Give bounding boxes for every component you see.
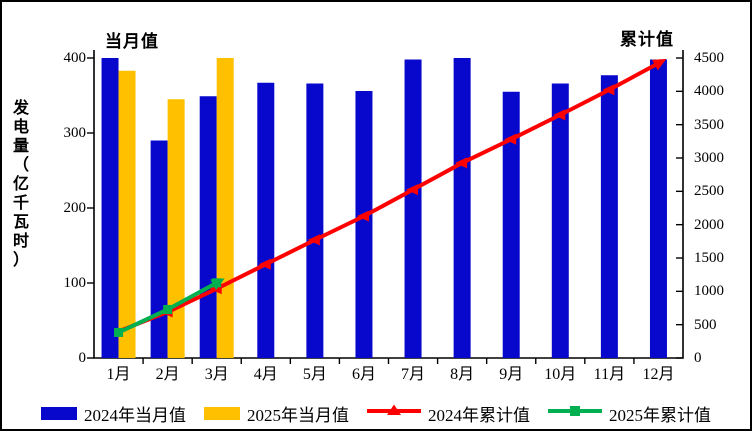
left-axis-tick-label: 300 — [63, 125, 87, 141]
y-axis-title-char: 时 — [12, 233, 29, 250]
bar-2024年当月值 — [649, 59, 667, 358]
bar-2025年当月值 — [216, 58, 234, 358]
right-axis-tick-label: 0 — [694, 350, 702, 366]
left-axis-tick-label: 0 — [78, 350, 87, 366]
bar-2024年当月值 — [257, 82, 275, 358]
left-axis-tick-label: 200 — [63, 200, 87, 216]
legend-line-glyph — [367, 404, 421, 415]
marker-triangle-2024年累计值 — [356, 210, 369, 222]
bar-2024年当月值 — [453, 58, 471, 358]
left-axis-tick-label: 400 — [63, 50, 87, 66]
y-axis-title-char: 千 — [12, 195, 29, 212]
legend-label: 2024年累计值 — [428, 405, 530, 425]
x-axis-label: 9月 — [499, 366, 524, 383]
right-axis-tick-label: 4500 — [694, 50, 724, 66]
legend-label: 2025年累计值 — [609, 405, 711, 425]
right-axis-tick-label: 2000 — [694, 216, 724, 233]
x-axis-label: 2月 — [155, 366, 180, 383]
x-axis-label: 6月 — [351, 366, 376, 383]
y-axis-title-char: 发 — [12, 100, 29, 117]
marker-triangle-2024年累计值 — [258, 258, 271, 270]
right-axis-tick-label: 4000 — [694, 83, 724, 100]
marker-triangle-2024年累计值 — [602, 84, 615, 96]
x-axis-label: 3月 — [204, 366, 229, 383]
marker-triangle-2024年累计值 — [307, 234, 320, 246]
bar-2024年当月值 — [101, 58, 119, 358]
right-axis-tick-label: 3500 — [694, 116, 724, 133]
marker-triangle-2024年累计值 — [406, 184, 419, 196]
legend-item-2025-monthly: 2025年当月值 — [204, 401, 349, 426]
bar-2024年当月值 — [404, 59, 422, 358]
legend-item-2025-cumulative: 2025年累计值 — [548, 401, 711, 426]
y-axis-title-char: 亿 — [12, 176, 29, 193]
line-2024年累计值 — [117, 61, 660, 334]
arrowhead-2025年累计值 — [210, 278, 225, 290]
y-axis-title-char: 量 — [12, 138, 29, 155]
arrowhead-2024年累计值 — [652, 58, 667, 71]
legend: 2024年当月值 2025年当月值 2024年累计值 2025年累计值 — [2, 400, 750, 426]
marker-square-2025年累计值 — [163, 304, 173, 314]
right-axis-corner-title: 累计值 — [620, 30, 674, 49]
x-axis-label: 1月 — [106, 366, 131, 383]
legend-line-2025-cumulative — [548, 403, 602, 424]
y-axis-title-char: ） — [12, 252, 29, 269]
right-axis-tick-label: 1500 — [694, 250, 724, 266]
x-axis-label: 4月 — [253, 366, 278, 383]
legend-line-glyph — [548, 405, 602, 416]
legend-swatch-2025-monthly — [204, 406, 240, 420]
bar-2024年当月值 — [306, 83, 324, 358]
bar-2024年当月值 — [199, 96, 217, 358]
bar-2024年当月值 — [600, 75, 618, 358]
y-axis-title-char: （ — [12, 157, 29, 174]
y-axis-title-char: 电 — [12, 119, 29, 136]
legend-item-2024-monthly: 2024年当月值 — [41, 401, 186, 426]
bar-2025年当月值 — [167, 99, 185, 358]
legend-item-2024-cumulative: 2024年累计值 — [367, 401, 530, 426]
bar-2024年当月值 — [502, 91, 520, 358]
legend-swatch-2024-monthly — [41, 406, 77, 420]
x-axis-label: 8月 — [450, 366, 475, 383]
bar-2024年当月值 — [551, 83, 569, 358]
y-axis-title: 发电量 （ 亿千瓦时 ） — [8, 99, 34, 270]
marker-square-2025年累计值 — [114, 327, 124, 337]
marker-triangle-2024年累计值 — [553, 109, 566, 121]
x-axis-label: 12月 — [642, 366, 675, 383]
bar-2024年当月值 — [150, 140, 168, 358]
x-axis-label: 11月 — [593, 366, 626, 383]
x-axis-label: 7月 — [401, 366, 426, 383]
marker-triangle-2024年累计值 — [455, 157, 468, 169]
left-axis-tick-label: 100 — [63, 275, 87, 291]
x-axis-label: 10月 — [544, 366, 577, 383]
legend-label: 2025年当月值 — [247, 405, 349, 425]
right-axis-tick-label: 1000 — [694, 283, 724, 300]
right-axis-tick-label: 2500 — [694, 183, 724, 200]
right-axis-tick-label: 3000 — [694, 150, 724, 166]
left-axis-corner-title: 当月值 — [105, 32, 159, 51]
legend-label: 2024年当月值 — [84, 405, 186, 425]
x-axis-label: 5月 — [302, 366, 327, 383]
y-axis-title-char: 瓦 — [12, 214, 29, 231]
marker-triangle-2024年累计值 — [504, 133, 517, 145]
bar-2024年当月值 — [355, 91, 373, 358]
bar-2025年当月值 — [118, 70, 136, 358]
legend-line-2024-cumulative — [367, 403, 421, 424]
right-axis-tick-label: 500 — [694, 316, 717, 333]
